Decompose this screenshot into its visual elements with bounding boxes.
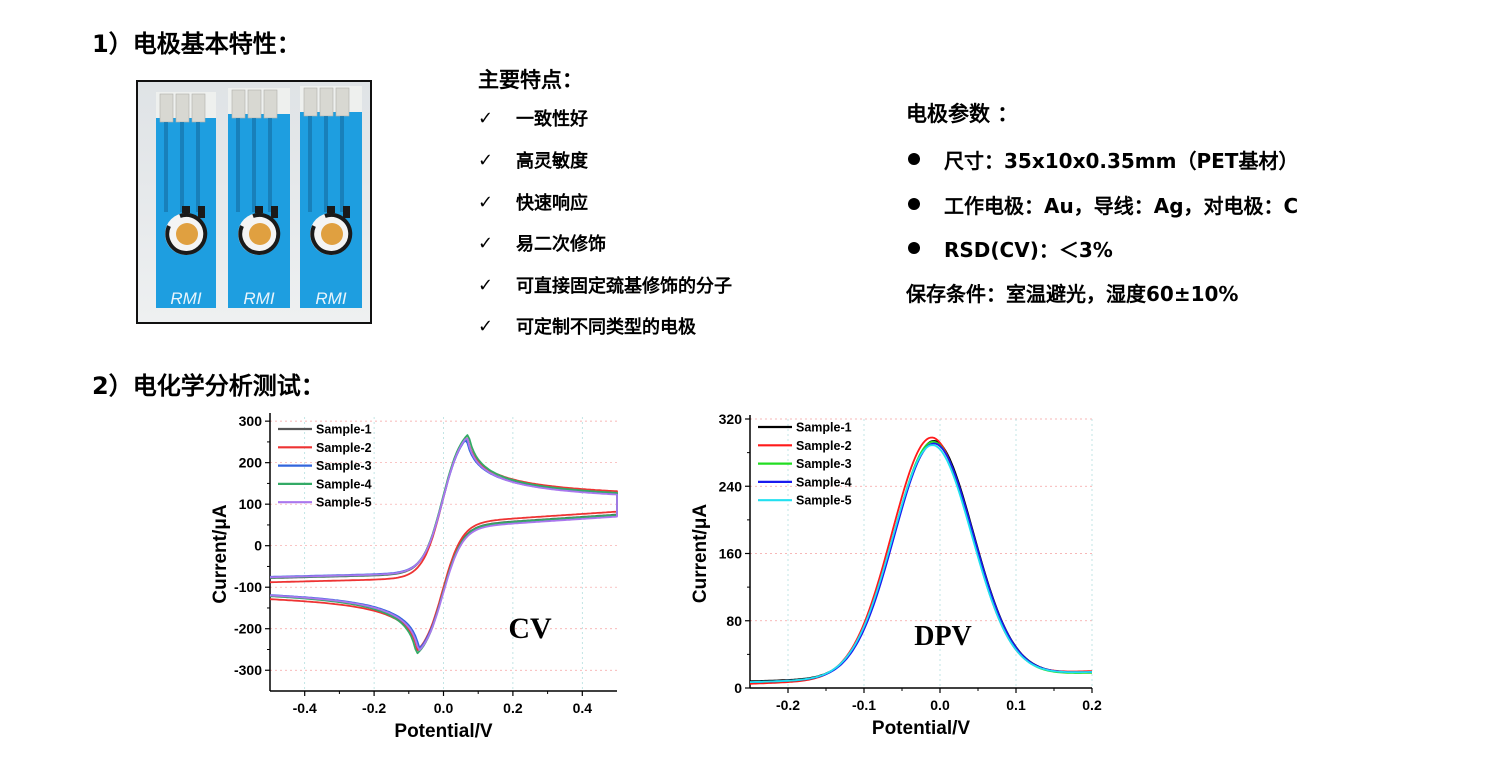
chart-annotation: DPV <box>914 621 972 652</box>
feature-label: 易二次修饰 <box>516 234 606 255</box>
check-icon: ✓ <box>478 315 494 337</box>
bullet-icon <box>908 153 920 165</box>
section2-title: 2）电化学分析测试： <box>92 372 325 400</box>
x-tick-label: -0.4 <box>293 700 317 716</box>
dpv-chart: 0 80 160 240 320 -0.2 -0.1 0.0 0.1 0.2 Potential/V… <box>690 411 1102 739</box>
x-tick-label: -0.2 <box>362 700 386 716</box>
strip-logo-text: RMI <box>315 289 346 308</box>
y-tick-label: 0 <box>734 680 742 696</box>
gold-working-electrode <box>321 223 343 245</box>
param-item: 尺寸：35x10x0.35mm（PET基材） <box>906 144 1298 174</box>
cv-chart: 300 200 100 0 -100 -200 -300 -0.4 -0.2 0.0 0.2 0.4 P… <box>210 413 618 742</box>
electrode-strip: RMI <box>156 92 216 308</box>
feature-item: ✓ 易二次修饰 <box>478 229 606 257</box>
check-icon: ✓ <box>478 107 494 129</box>
x-tick-label: 0.2 <box>1082 697 1102 713</box>
check-icon: ✓ <box>478 191 494 213</box>
x-tick-label: 0.1 <box>1006 697 1026 713</box>
feature-label: 一致性好 <box>516 109 588 130</box>
params-title: 电极参数 ： <box>906 102 1019 126</box>
check-icon: ✓ <box>478 149 494 171</box>
y-axis-label: Current/μA <box>210 504 231 604</box>
legend-label: Sample-3 <box>796 457 852 471</box>
cv-series-line <box>269 437 618 651</box>
legend-label: Sample-4 <box>316 477 372 491</box>
legend-label: Sample-2 <box>796 439 852 453</box>
features-title: 主要特点： <box>478 68 583 92</box>
legend-label: Sample-1 <box>316 423 372 437</box>
y-tick-label: -200 <box>234 621 262 637</box>
feature-item: ✓ 一致性好 <box>478 104 588 132</box>
feature-item: ✓ 快速响应 <box>478 188 588 216</box>
gold-working-electrode <box>176 223 198 245</box>
strip-logo-text: RMI <box>243 289 274 308</box>
bullet-icon <box>908 198 920 210</box>
section1-title: 1）电极基本特性： <box>92 30 301 58</box>
y-tick-label: 200 <box>239 455 263 471</box>
x-axis-label: Potential/V <box>394 721 493 742</box>
legend-label: Sample-2 <box>316 441 372 455</box>
feature-item: ✓ 可定制不同类型的电极 <box>478 312 696 340</box>
y-tick-label: 320 <box>719 411 743 427</box>
legend-label: Sample-4 <box>796 475 852 489</box>
electrode-strip: RMI <box>300 86 362 308</box>
y-tick-label: 160 <box>719 546 743 562</box>
x-tick-label: 0.0 <box>434 700 454 716</box>
param-item: 工作电极：Au，导线：Ag，对电极：C <box>906 189 1298 219</box>
strip-logo-text: RMI <box>170 289 201 308</box>
y-axis-label: Current/μA <box>690 504 711 604</box>
chart-annotation: CV <box>508 612 552 645</box>
param-item: RSD(CV)：＜3% <box>906 233 1113 263</box>
gold-working-electrode <box>249 223 271 245</box>
x-tick-label: -0.1 <box>852 697 876 713</box>
feature-label: 快速响应 <box>516 193 588 214</box>
y-tick-label: 80 <box>726 613 742 629</box>
legend-label: Sample-5 <box>796 494 852 508</box>
feature-item: ✓ 可直接固定巯基修饰的分子 <box>478 271 732 299</box>
x-tick-label: 0.2 <box>503 700 523 716</box>
x-tick-label: -0.2 <box>776 697 800 713</box>
x-tick-label: 0.0 <box>930 697 950 713</box>
y-tick-label: 300 <box>239 413 263 429</box>
y-tick-label: 240 <box>719 478 743 494</box>
legend-label: Sample-1 <box>796 421 852 435</box>
param-label: 尺寸：35x10x0.35mm（PET基材） <box>944 148 1299 173</box>
electrode-photo-illustration: RMI RMI RMI <box>138 82 370 322</box>
check-icon: ✓ <box>478 232 494 254</box>
dpv-series-line <box>750 444 1092 683</box>
feature-label: 可定制不同类型的电极 <box>516 317 696 338</box>
electrode-strip: RMI <box>228 88 290 308</box>
feature-label: 可直接固定巯基修饰的分子 <box>516 276 732 297</box>
electrode-photo: RMI RMI RMI <box>136 80 372 324</box>
legend-label: Sample-3 <box>316 459 372 473</box>
storage-conditions: 保存条件：室温避光，湿度60±10% <box>906 282 1239 306</box>
y-tick-label: 100 <box>239 496 263 512</box>
y-tick-label: -100 <box>234 579 262 595</box>
param-label: RSD(CV)：＜3% <box>944 237 1113 262</box>
x-axis-label: Potential/V <box>872 718 971 739</box>
y-tick-label: 0 <box>254 538 262 554</box>
param-label: 工作电极：Au，导线：Ag，对电极：C <box>944 193 1299 218</box>
check-icon: ✓ <box>478 274 494 296</box>
y-tick-label: -300 <box>234 662 262 678</box>
x-tick-label: 0.4 <box>573 700 593 716</box>
feature-item: ✓ 高灵敏度 <box>478 146 588 174</box>
legend-label: Sample-5 <box>316 496 372 510</box>
feature-label: 高灵敏度 <box>516 151 588 172</box>
bullet-icon <box>908 242 920 254</box>
